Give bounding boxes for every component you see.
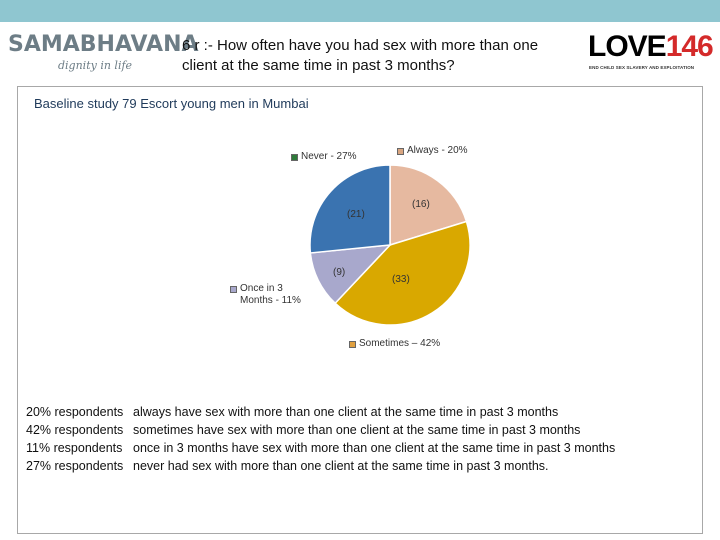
summary-pct: 27% respondents — [26, 459, 124, 473]
love146-logo: LOVE146 END CHILD SEX SLAVERY AND EXPLOI… — [588, 30, 716, 78]
count-label-never: (21) — [347, 209, 365, 220]
logo-left-name: SAMABHAVANA — [8, 32, 199, 57]
summary-pct: 11% respondents — [26, 441, 123, 455]
count-label-sometimes: (33) — [392, 274, 410, 285]
legend-swatch-once — [230, 286, 237, 293]
summary-list: 20% respondents always have sex with mor… — [26, 403, 615, 475]
chart-frame — [17, 86, 703, 534]
pie-slice-always — [389, 164, 468, 247]
chart-subtitle: Baseline study 79 Escort young men in Mu… — [34, 96, 309, 111]
legend-never-label: Never - 27% — [301, 151, 357, 162]
legend-sometimes-label: Sometimes – 42% — [359, 338, 441, 349]
samabhavana-logo: SAMABHAVANA dignity in life — [8, 32, 199, 78]
legend-swatch-always — [397, 148, 404, 155]
summary-row: 20% respondents always have sex with mor… — [26, 403, 615, 421]
summary-text: never had sex with more than one client … — [133, 459, 549, 473]
logo-right-word: LOVE — [588, 30, 667, 63]
top-accent-bar — [0, 0, 720, 22]
love146-wordmark: LOVE146 — [588, 30, 714, 64]
legend-once: Once in 3 Months - 11% — [230, 283, 310, 307]
summary-text: sometimes have sex with more than one cl… — [133, 423, 581, 437]
logo-right-subtitle: END CHILD SEX SLAVERY AND EXPLOITATION — [589, 65, 695, 70]
summary-row: 27% respondents never had sex with more … — [26, 457, 615, 475]
legend-never: Never - 27% — [291, 151, 357, 162]
summary-row: 11% respondents once in 3 months have se… — [26, 439, 615, 457]
legend-swatch-never — [291, 154, 298, 161]
legend-always-label: Always - 20% — [407, 145, 468, 156]
summary-row: 42% respondents sometimes have sex with … — [26, 421, 615, 439]
logo-right-number: 146 — [665, 30, 714, 63]
legend-swatch-sometimes — [349, 341, 356, 348]
summary-text: always have sex with more than one clien… — [133, 405, 559, 419]
legend-once-label: Once in 3 Months - 11% — [240, 283, 301, 306]
pie-slice-sometimes — [334, 220, 471, 326]
pie-slice-never — [309, 164, 391, 254]
summary-pct: 42% respondents — [26, 423, 124, 437]
summary-pct: 20% respondents — [26, 405, 124, 419]
legend-sometimes: Sometimes – 42% — [349, 338, 440, 349]
legend-always: Always - 20% — [397, 145, 468, 156]
slide-title: 6 r :- How often have you had sex with m… — [182, 37, 539, 74]
count-label-always: (16) — [412, 199, 430, 210]
summary-text: once in 3 months have sex with more than… — [133, 441, 616, 455]
count-label-once: (9) — [333, 267, 346, 278]
logo-left-tagline: dignity in life — [58, 59, 133, 72]
